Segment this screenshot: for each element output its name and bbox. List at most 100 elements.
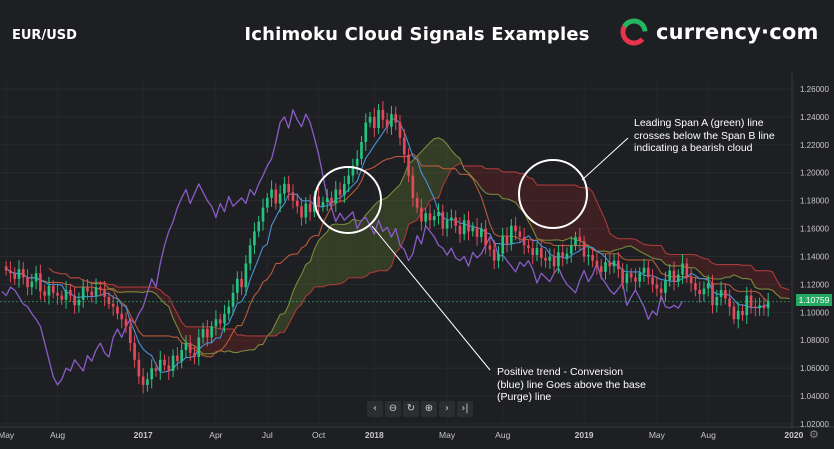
- candle-body: [497, 253, 500, 261]
- candle-body: [26, 277, 29, 288]
- x-tick-label: 2019: [575, 430, 594, 440]
- candle-body: [137, 359, 141, 377]
- candle-body: [664, 280, 667, 293]
- cloud-segment: [665, 252, 670, 266]
- cloud-segment: [733, 264, 739, 277]
- zoom-in-icon[interactable]: ⊕: [421, 401, 437, 417]
- cloud-segment: [224, 329, 229, 353]
- candle-body: [522, 236, 526, 246]
- candle-body: [402, 137, 406, 155]
- candle-body: [437, 211, 440, 217]
- cloud-segment: [318, 236, 323, 287]
- candle-body: [565, 253, 569, 258]
- jump-end-icon[interactable]: ›|: [457, 401, 473, 417]
- candle-body: [188, 343, 192, 353]
- cloud-segment: [622, 238, 627, 249]
- candle-body: [210, 326, 213, 338]
- candle-body: [668, 270, 672, 281]
- reset-icon[interactable]: ↻: [403, 401, 419, 417]
- chevron-left-icon[interactable]: ‹: [367, 401, 383, 417]
- candle-body: [257, 221, 261, 232]
- cloud-segment: [357, 220, 362, 278]
- candle-body: [621, 269, 624, 284]
- cloud-segment: [322, 231, 328, 287]
- cloud-segment: [776, 279, 782, 299]
- bullish-annotation: Positive trend - Conversion (blue) line …: [497, 366, 646, 403]
- cloud-segment: [340, 224, 345, 284]
- cloud-segment: [395, 184, 400, 253]
- cloud-segment: [481, 165, 486, 193]
- cloud-segment: [468, 165, 473, 178]
- cloud-segment: [785, 288, 790, 299]
- candle-body: [745, 295, 749, 316]
- cloud-segment: [575, 185, 580, 241]
- candle-body: [394, 114, 398, 123]
- cloud-segment: [691, 254, 696, 268]
- candle-body: [21, 269, 25, 278]
- candle-body: [672, 270, 676, 282]
- candle-body: [467, 220, 470, 232]
- candle-body: [124, 319, 128, 327]
- brand-name: currency·com: [656, 20, 819, 44]
- cloud-segment: [502, 171, 508, 200]
- cloud-segment: [173, 305, 178, 328]
- candle-body: [150, 368, 154, 380]
- candle-body: [321, 202, 325, 207]
- cloud-segment: [648, 244, 653, 259]
- candle-body: [754, 306, 757, 309]
- candle-body: [535, 248, 539, 256]
- candle-body: [214, 319, 218, 327]
- cloud-segment: [164, 294, 169, 307]
- y-tick-label: 1.20000: [800, 169, 829, 178]
- candle-body: [608, 262, 612, 267]
- bullish-pointer: [371, 225, 491, 371]
- candle-body: [197, 337, 201, 357]
- cloud-segment: [725, 264, 730, 278]
- candle-body: [544, 257, 547, 261]
- candle-body: [17, 269, 21, 279]
- candle-body: [719, 289, 723, 297]
- candle-body: [604, 262, 607, 272]
- candle-body: [73, 295, 76, 306]
- y-tick-label: 1.08000: [800, 336, 829, 345]
- candle-body: [428, 213, 432, 221]
- candle-body: [60, 295, 64, 300]
- candle-body: [372, 116, 376, 129]
- chevron-right-icon[interactable]: ›: [439, 401, 455, 417]
- candle-body: [724, 289, 727, 299]
- candle-body: [355, 158, 359, 166]
- candle-body: [424, 213, 428, 222]
- zoom-out-icon[interactable]: ⊖: [385, 401, 401, 417]
- candle-body: [454, 217, 457, 226]
- currency-pair: EUR/USD: [12, 28, 77, 43]
- cloud-segment: [442, 139, 448, 186]
- cloud-segment: [738, 264, 743, 279]
- candle-body: [248, 245, 252, 264]
- gear-icon[interactable]: ⚙: [809, 429, 819, 441]
- cloud-segment: [596, 201, 602, 252]
- candle-body: [218, 319, 222, 324]
- cloud-segment: [280, 313, 285, 333]
- candle-body: [642, 267, 646, 274]
- y-tick-label: 1.16000: [800, 225, 829, 234]
- cloud-segment: [370, 205, 375, 273]
- y-tick-label: 1.18000: [800, 197, 829, 206]
- cloud-segment: [404, 163, 409, 240]
- leading-span-b: [48, 162, 790, 337]
- cloud-segment: [344, 223, 349, 282]
- candle-body: [291, 192, 295, 201]
- x-tick-label: Oct: [312, 430, 326, 440]
- candle-body: [758, 305, 761, 309]
- candle-body: [685, 263, 689, 278]
- cloud-segment: [348, 219, 353, 278]
- cloud-segment: [742, 265, 747, 279]
- cloud-segment: [391, 188, 396, 267]
- candle-body: [711, 283, 714, 306]
- candle-body: [458, 225, 462, 235]
- cloud-segment: [451, 150, 456, 170]
- candle-body: [475, 227, 479, 237]
- cloud-segment: [588, 187, 593, 249]
- candle-body: [582, 241, 586, 257]
- candle-body: [368, 116, 372, 123]
